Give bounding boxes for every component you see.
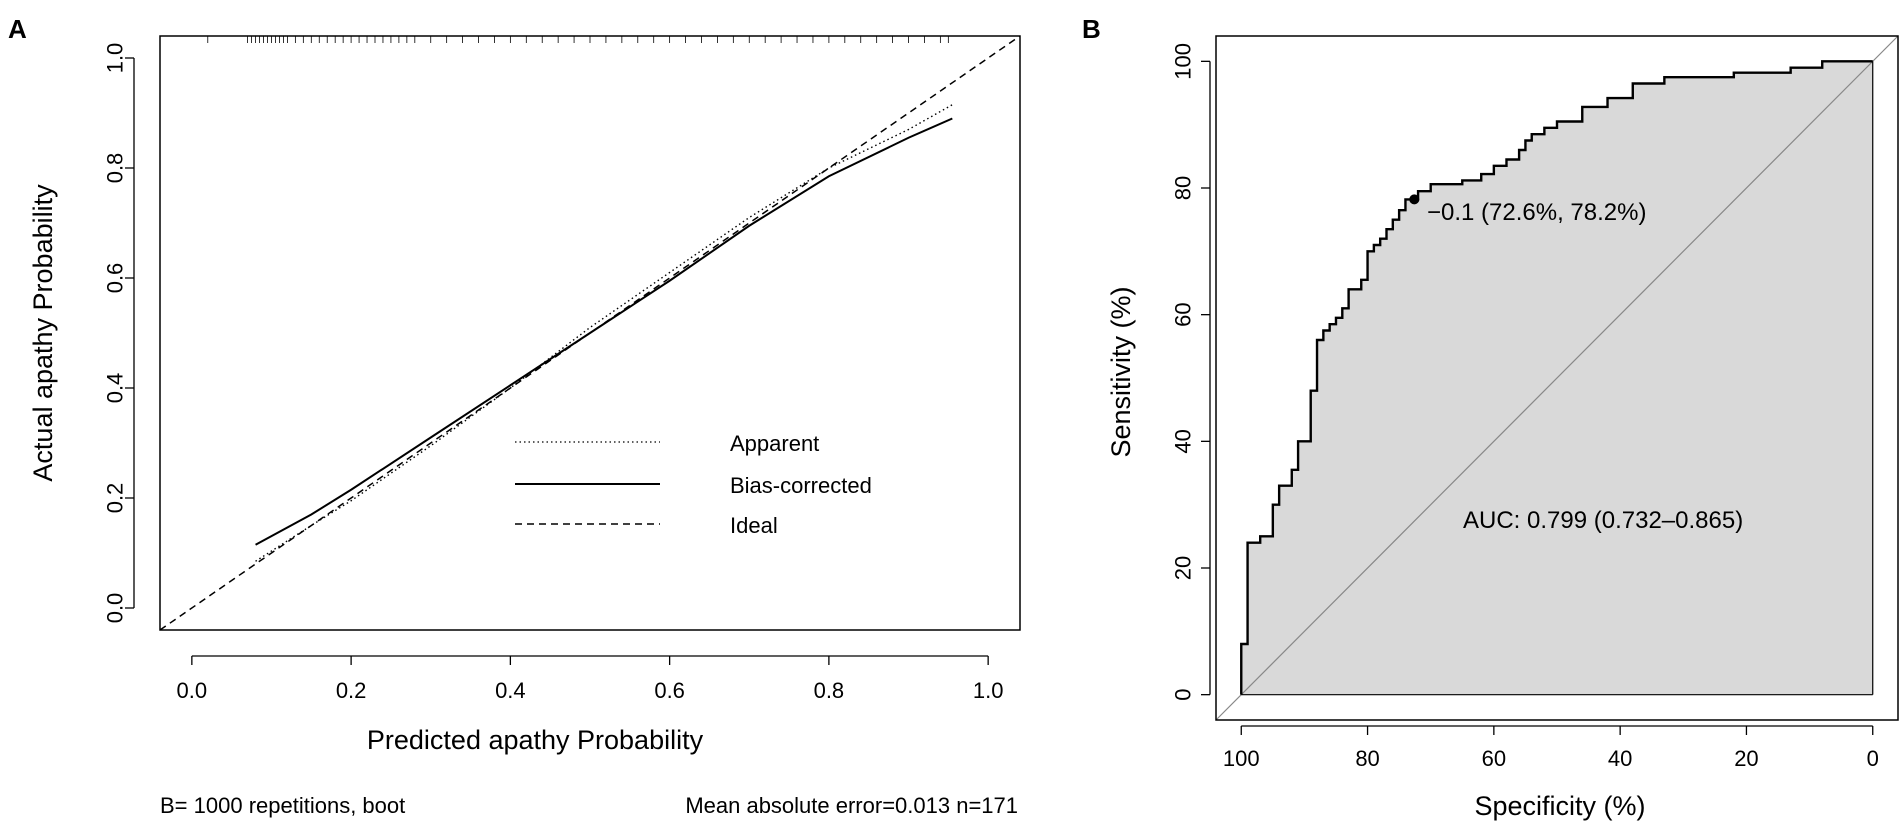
chance-diagonal <box>1215 35 1899 721</box>
x-tick-label-b: 100 <box>1223 746 1260 771</box>
x-axis-title-a: Predicted apathy Probability <box>367 725 704 755</box>
y-tick-label-a: 0.2 <box>103 483 128 514</box>
y-tick-label-a: 0.6 <box>103 263 128 294</box>
legend-label-bias-corrected: Bias-corrected <box>730 473 872 498</box>
legend-label-ideal: Ideal <box>730 513 778 538</box>
y-axis-a: 0.0 0.2 0.4 0.6 0.8 1.0 <box>103 43 135 624</box>
x-tick-label-b: 20 <box>1734 746 1758 771</box>
x-axis-b: 100 80 60 40 20 0 <box>1223 725 1879 771</box>
series-line-ideal <box>159 35 1021 631</box>
legend-label-apparent: Apparent <box>730 431 819 456</box>
y-tick-label-a: 0.0 <box>103 593 128 624</box>
footer-mae: Mean absolute error=0.013 n=171 <box>685 793 1018 818</box>
auc-label: AUC: 0.799 (0.732–0.865) <box>1463 507 1743 534</box>
footer-repetitions: B= 1000 repetitions, boot <box>160 793 405 818</box>
x-axis-a: 0.0 0.2 0.4 0.6 0.8 1.0 <box>177 655 1004 703</box>
legend: Apparent Bias-corrected Ideal <box>515 431 872 538</box>
y-tick-label-b: 40 <box>1171 429 1196 453</box>
x-axis-title-b: Specificity (%) <box>1474 791 1645 821</box>
x-tick-label-a: 0.6 <box>654 678 685 703</box>
threshold-point <box>1409 194 1420 205</box>
series-line-apparent <box>255 104 953 562</box>
x-tick-label-a: 0.0 <box>177 678 208 703</box>
y-tick-label-a: 1.0 <box>103 43 128 74</box>
y-axis-title-b: Sensitivity (%) <box>1106 286 1136 457</box>
x-tick-label-a: 1.0 <box>973 678 1004 703</box>
panel-letter-a: A <box>8 14 27 44</box>
y-tick-label-b: 100 <box>1171 43 1196 80</box>
threshold-label: −0.1 (72.6%, 78.2%) <box>1427 199 1646 226</box>
roc-curve-group <box>1215 35 1899 721</box>
x-tick-label-b: 80 <box>1355 746 1379 771</box>
y-tick-label-a: 0.8 <box>103 153 128 184</box>
y-tick-label-b: 0 <box>1171 689 1196 701</box>
roc-curve <box>1240 60 1873 695</box>
plot-frame-a <box>159 35 1021 631</box>
x-tick-label-b: 0 <box>1867 746 1879 771</box>
panel-letter-b: B <box>1082 14 1101 44</box>
y-tick-label-b: 60 <box>1171 302 1196 326</box>
y-tick-label-b: 20 <box>1171 556 1196 580</box>
x-tick-label-a: 0.2 <box>336 678 367 703</box>
plot-frame-b <box>1215 35 1899 721</box>
rug-marks <box>207 36 949 43</box>
calibration-series <box>159 35 1021 631</box>
roc-plot: B 100 80 60 40 20 0 0 20 40 60 80 100 −0.1 (72.6%,… <box>1082 14 1899 821</box>
x-tick-label-a: 0.8 <box>814 678 845 703</box>
x-tick-label-a: 0.4 <box>495 678 526 703</box>
y-axis-b: 0 20 40 60 80 100 <box>1171 43 1211 701</box>
y-tick-label-b: 80 <box>1171 176 1196 200</box>
x-tick-label-b: 40 <box>1608 746 1632 771</box>
y-axis-title-a: Actual apathy Probability <box>28 184 58 482</box>
x-tick-label-b: 60 <box>1482 746 1506 771</box>
calibration-plot: A 0.0 0.2 0.4 0.6 0.8 1.0 0.00.20.40.60.81.0 … <box>8 14 1021 818</box>
y-tick-label-a: 0.4 <box>103 373 128 404</box>
